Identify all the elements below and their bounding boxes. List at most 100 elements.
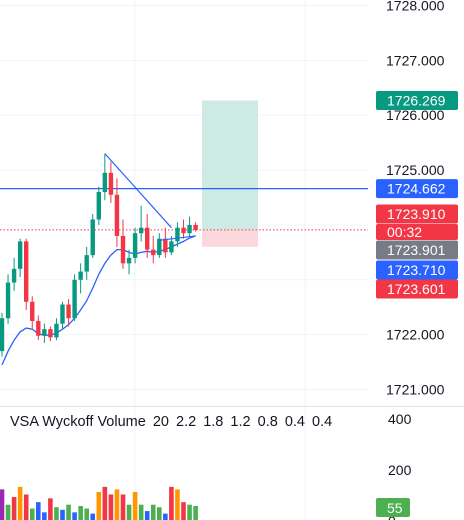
candle-body <box>163 238 168 253</box>
candle-body <box>78 271 83 280</box>
price-label-badge: 1723.910 <box>376 204 458 224</box>
candle-body <box>120 235 126 264</box>
candle-body <box>96 192 101 220</box>
volume-bar <box>66 504 71 520</box>
candle <box>30 296 35 330</box>
volume-bar <box>84 508 89 520</box>
candle-body <box>187 224 192 234</box>
grid-lines <box>0 0 368 520</box>
price-label-bg <box>376 240 458 260</box>
candle-body <box>102 172 108 193</box>
price-label-text: 1726.269 <box>387 92 446 108</box>
candle-body <box>54 323 59 338</box>
price-axis[interactable]: 1728.000 1727.000 1726.000 1725.000 1722.000… <box>386 0 445 398</box>
volume-bar <box>96 491 102 520</box>
volume-bar <box>126 504 132 520</box>
candle <box>72 274 77 321</box>
candle-body <box>60 304 65 324</box>
candle-body <box>114 194 120 236</box>
price-label-bg <box>376 279 458 299</box>
candle <box>175 222 180 247</box>
volume-tick-label: 400 <box>388 411 412 427</box>
position-profit-zone <box>202 100 258 230</box>
price-label-bg <box>376 179 458 199</box>
price-label-text: 1723.901 <box>387 242 446 258</box>
indicator-title[interactable]: VSA Wyckoff Volume 20 2.2 1.8 1.2 0.8 0.… <box>10 414 335 430</box>
volume-bar <box>120 494 126 520</box>
candle-body <box>30 301 35 321</box>
trend-line-upper <box>104 153 172 229</box>
candle-body <box>17 241 23 269</box>
volume-bar <box>11 497 17 520</box>
candle-body <box>126 257 132 264</box>
price-tick-label: 1726.000 <box>386 107 445 123</box>
volume-bar <box>144 511 150 520</box>
volume-axis: 400200055 <box>376 411 412 520</box>
volume-last-value-bg <box>376 498 410 517</box>
volume-bar <box>17 486 23 520</box>
volume-bar <box>108 494 114 520</box>
volume-tick-label: 200 <box>388 462 412 478</box>
candle <box>126 249 132 275</box>
candle <box>114 178 120 247</box>
price-label-badge: 00:32 <box>376 224 458 240</box>
volume-bar <box>72 512 77 520</box>
volume-bar <box>187 504 192 520</box>
volume-bar <box>114 489 120 520</box>
price-label-badge: 1726.269 <box>376 90 458 110</box>
trend-line-lower <box>159 235 196 241</box>
candle <box>42 323 47 343</box>
candle <box>181 219 186 239</box>
candle <box>78 263 83 294</box>
candle <box>187 216 192 238</box>
candle <box>11 257 17 291</box>
trend-lines[interactable] <box>104 153 196 241</box>
volume-bar <box>193 505 198 520</box>
price-labels: 1726.269 1724.662 1723.910 00:32 1723.901 172… <box>376 90 458 299</box>
candle <box>36 315 41 341</box>
candle-body <box>175 227 180 242</box>
candle-body <box>84 255 89 272</box>
volume-bar <box>169 486 174 520</box>
indicator-param: 2.2 <box>176 414 197 430</box>
volume-last-value-badge: 55 <box>376 498 410 517</box>
candle-body <box>24 241 29 302</box>
candle <box>102 153 108 201</box>
price-label-badge: 1724.662 <box>376 179 458 199</box>
volume-bar <box>23 494 29 520</box>
candle-body <box>132 233 138 258</box>
candle-body <box>138 227 144 234</box>
price-label-badge: 1723.901 <box>376 240 458 260</box>
candle-body <box>193 224 198 230</box>
volume-bar <box>0 489 5 520</box>
candle-body <box>157 238 162 256</box>
candle-body <box>72 279 77 319</box>
volume-bar <box>138 504 144 520</box>
price-label-bg <box>376 90 458 110</box>
volume-bar <box>150 504 156 520</box>
volume-bar <box>54 507 59 520</box>
price-label-text: 1723.601 <box>387 281 446 297</box>
volume-bar <box>48 498 53 520</box>
candle-body <box>108 172 114 195</box>
price-label-badge: 1723.710 <box>376 260 458 280</box>
volume-bar <box>175 489 180 520</box>
price-label-bg <box>376 260 458 280</box>
position-tool[interactable] <box>202 100 258 247</box>
candle-body <box>90 219 95 256</box>
candle <box>54 318 59 341</box>
volume-bar <box>36 502 41 520</box>
horizontal-lines <box>0 188 368 231</box>
candle-body <box>48 329 53 338</box>
volume-bar <box>90 513 96 520</box>
candle <box>66 299 71 327</box>
price-label-bg <box>376 224 458 240</box>
volume-bar <box>157 507 162 520</box>
price-label-text: 1723.910 <box>387 206 446 222</box>
price-label-text: 1724.662 <box>387 181 446 197</box>
candle <box>145 213 150 258</box>
price-label-badge: 1723.601 <box>376 279 458 299</box>
candle <box>138 205 144 242</box>
volume-bar <box>5 504 11 520</box>
